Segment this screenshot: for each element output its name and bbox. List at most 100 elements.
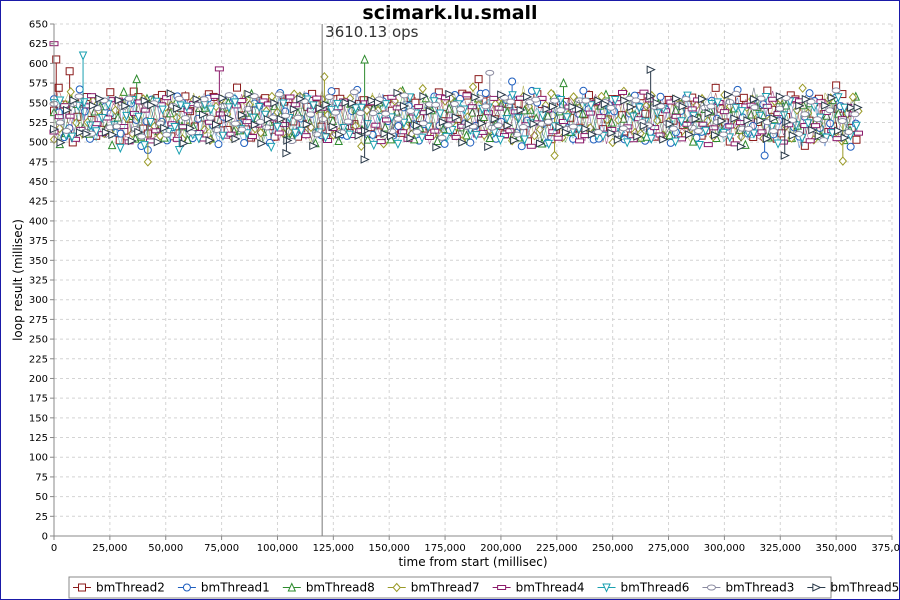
data-point (819, 137, 829, 144)
data-point (341, 98, 351, 107)
data-point (399, 92, 409, 99)
y-tick-label: 75 (35, 472, 48, 483)
data-point (559, 118, 569, 124)
data-point (192, 94, 202, 104)
data-point (703, 142, 713, 148)
series-line (494, 102, 502, 118)
data-point (652, 98, 662, 108)
y-tick-label: 325 (29, 276, 48, 287)
series-line (215, 101, 223, 126)
legend-item-bmThread4: bmThread4 (492, 581, 585, 595)
data-point (574, 104, 585, 114)
data-point (312, 95, 322, 101)
series-line (654, 138, 661, 143)
legend-marker (287, 582, 297, 592)
data-point-outlier (760, 151, 769, 160)
series-line (423, 102, 431, 109)
series-line (756, 137, 763, 141)
x-tick-labels: 0 25,000 50,000 75,000 100,000 125,000 150,000… (51, 536, 900, 554)
data-point-outlier (360, 155, 370, 164)
data-point (607, 128, 617, 138)
legend-item-bmThread3: bmThread3 (702, 581, 794, 595)
data-point-outlier (174, 146, 184, 156)
data-point (79, 98, 89, 108)
data-point (66, 87, 75, 97)
legend-item-bmThread1: bmThread1 (177, 581, 270, 595)
data-point (517, 142, 526, 151)
data-point (451, 113, 461, 122)
series-line (112, 100, 120, 133)
data-point (283, 136, 293, 145)
series-line (818, 108, 826, 137)
series-line (429, 108, 437, 139)
data-point (147, 100, 157, 110)
data-point (331, 109, 341, 116)
data-point-outlier (78, 51, 88, 61)
legend-marker (812, 583, 822, 592)
series-line (282, 91, 290, 117)
data-point (633, 132, 643, 141)
series-line (53, 105, 61, 112)
legend-item-bmThread5: bmThread5 (807, 581, 899, 595)
data-point (266, 142, 276, 153)
data-point (297, 126, 306, 136)
data-point (301, 133, 311, 139)
x-tick-label: 175,000 (424, 543, 465, 554)
data-point (356, 109, 366, 116)
data-point (840, 103, 849, 113)
series-line (141, 105, 149, 138)
series-line (510, 101, 518, 130)
y-tick-label: 200 (29, 374, 48, 385)
data-point (380, 129, 390, 139)
y-tick-label: 475 (29, 157, 48, 168)
data-point (800, 111, 810, 118)
data-point (75, 85, 84, 94)
data-point (713, 98, 722, 108)
data-point (773, 139, 783, 149)
data-point (387, 128, 397, 135)
data-point (544, 139, 554, 150)
legend-item-bmThread7: bmThread7 (387, 581, 480, 595)
data-point (659, 135, 669, 144)
y-tick-label: 400 (29, 216, 48, 227)
data-point (328, 122, 338, 131)
series-line (150, 109, 158, 134)
data-point (620, 96, 630, 105)
data-point (575, 138, 585, 144)
data-point (357, 103, 366, 113)
series-line (850, 97, 858, 104)
series-line (53, 108, 60, 143)
data-point-outlier (646, 65, 656, 74)
data-point (736, 142, 747, 151)
legend-label: bmThread7 (411, 581, 480, 595)
data-point (179, 139, 189, 148)
series-line (325, 102, 333, 136)
series-line (682, 105, 690, 132)
series-line (805, 95, 813, 132)
data-point (418, 120, 428, 127)
data-point (647, 134, 656, 144)
data-point (653, 109, 662, 119)
series-line (688, 120, 696, 132)
data-point (693, 127, 703, 134)
data-point (158, 105, 167, 115)
series-line (177, 129, 183, 137)
data-point (656, 103, 666, 110)
x-tick-label: 275,000 (648, 543, 689, 554)
data-point (309, 101, 318, 111)
data-point (324, 94, 334, 101)
data-point (429, 97, 439, 107)
x-tick-label: 350,000 (815, 543, 856, 554)
y-tick-label: 525 (29, 118, 48, 129)
series-line (354, 92, 361, 113)
series-line (617, 102, 625, 139)
data-point (62, 105, 73, 115)
data-point (816, 99, 826, 105)
data-point (226, 131, 236, 137)
data-point (568, 102, 578, 112)
data-point (831, 87, 841, 94)
data-point (224, 114, 235, 123)
data-point (322, 100, 332, 109)
data-point (306, 111, 316, 118)
data-point (769, 128, 779, 135)
